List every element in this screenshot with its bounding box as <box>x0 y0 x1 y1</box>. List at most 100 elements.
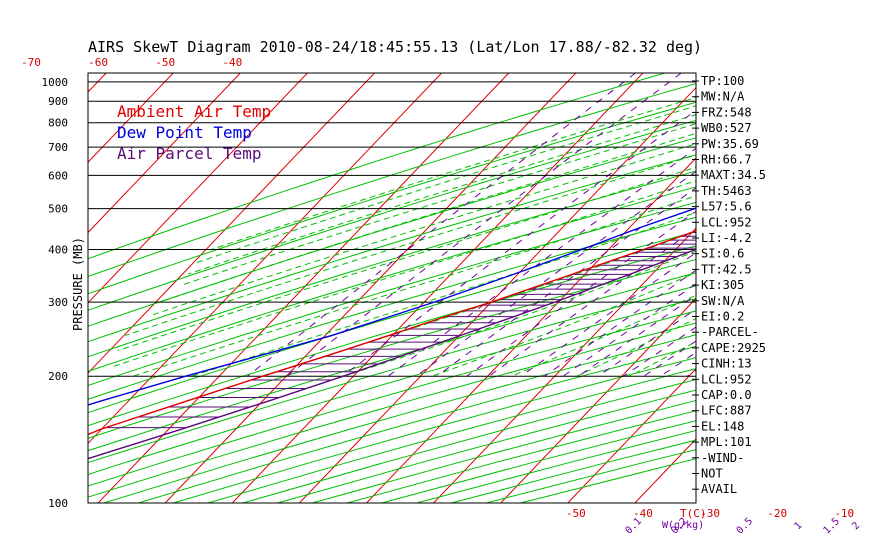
stability-index: LCL:952 <box>701 215 752 229</box>
moist-adiabat-line <box>343 250 696 377</box>
isotherm-line <box>500 297 696 503</box>
series-ambient-air-temp <box>88 230 696 436</box>
isotherm-line <box>366 157 696 503</box>
pressure-tick-label: 700 <box>48 141 68 154</box>
stability-index: TP:100 <box>701 74 744 88</box>
stability-index: EI:0.2 <box>701 310 744 324</box>
stability-index: CINH:13 <box>701 357 752 371</box>
top-temp-tick-label: -40 <box>222 56 242 69</box>
stability-index: TT:42.5 <box>701 262 752 276</box>
moist-adiabat-line <box>117 166 696 352</box>
dry-adiabat-line <box>346 410 696 503</box>
sounding-profiles <box>88 207 696 460</box>
mixing-ratio-line <box>416 170 696 377</box>
isotherm-line <box>88 73 241 234</box>
stability-index: PW:35.69 <box>701 137 759 151</box>
moist-adiabat-line <box>133 195 696 377</box>
stability-index: LI:-4.2 <box>701 231 752 245</box>
stability-index: LCL:952 <box>701 372 752 386</box>
stability-index: FRZ:548 <box>701 105 752 119</box>
pressure-tick-label: 600 <box>48 169 68 182</box>
dry-adiabat-line <box>88 310 696 487</box>
dry-adiabat-line <box>88 258 696 439</box>
moist-adiabat-line <box>159 132 696 303</box>
stability-index: CAP:0.0 <box>701 388 752 402</box>
isotherm-line <box>88 73 443 445</box>
stability-index: KI:305 <box>701 278 744 292</box>
isotherm-line <box>299 86 696 503</box>
isotherm-line <box>88 73 375 374</box>
isotherm-line <box>567 368 696 503</box>
dry-adiabat-line <box>88 201 696 387</box>
dry-adiabat-line <box>88 186 696 372</box>
dry-adiabat-line <box>88 82 696 278</box>
moist-adiabat-line <box>110 180 696 368</box>
dry-adiabat-line <box>88 216 696 400</box>
x-axis-label: T(C) <box>680 507 707 520</box>
y-axis-label: PRESSURE (MB) <box>71 237 85 331</box>
dry-adiabat-line <box>88 245 696 427</box>
legend-entry: Air Parcel Temp <box>117 144 262 163</box>
bottom-temp-tick-label: -20 <box>767 507 787 520</box>
stability-index: EL:148 <box>701 419 744 433</box>
isotherm-line <box>164 73 577 503</box>
legend-entry: Ambient Air Temp <box>117 102 271 121</box>
moist-adiabat-line <box>193 105 696 265</box>
mixing-ratio-tick-label: 1 <box>793 520 805 532</box>
moist-adiabat-line <box>182 123 696 286</box>
isotherm-line <box>88 73 308 304</box>
dry-adiabat-line <box>88 101 696 295</box>
bottom-temp-tick-label: -50 <box>566 507 586 520</box>
stability-index: AVAIL <box>701 482 737 496</box>
dry-adiabat-line <box>88 285 696 464</box>
dry-adiabat-line <box>88 119 696 311</box>
bottom-temp-tick-label: -40 <box>633 507 653 520</box>
legend-entry: Dew Point Temp <box>117 123 252 142</box>
mixing-ratio-label: W(g/kg) <box>662 520 704 531</box>
dry-adiabat-line <box>88 298 696 476</box>
mixing-ratio-line <box>488 227 696 377</box>
dry-adiabat-line <box>88 154 696 343</box>
mixing-ratio-tick-label: 2 <box>850 520 862 532</box>
chart-title: AIRS SkewT Diagram 2010-08-24/18:45:55.1… <box>88 38 702 56</box>
isobar-lines <box>88 81 696 377</box>
stability-index: MPL:101 <box>701 435 752 449</box>
legend: Ambient Air Temp Dew Point Temp Air Parcel… <box>117 102 271 163</box>
cape-hatch-area <box>105 231 696 429</box>
stability-index: SW:N/A <box>701 294 745 308</box>
moist-adiabat-line <box>211 96 696 250</box>
pressure-tick-label: 800 <box>48 117 68 130</box>
dry-adiabat-line <box>381 420 696 503</box>
stability-index: CAPE:2925 <box>701 341 766 355</box>
moist-adiabat-line <box>152 143 696 316</box>
stability-index: MW:N/A <box>701 90 745 104</box>
dry-adiabat-line <box>88 73 666 260</box>
dry-adiabat-line <box>88 272 696 452</box>
dry-adiabat-line <box>88 170 696 358</box>
pressure-tick-label: 400 <box>48 243 68 256</box>
dry-adiabat-line <box>88 322 696 498</box>
isotherm-line <box>769 73 870 503</box>
stability-index: SI:0.6 <box>701 247 744 261</box>
plot-frame <box>87 72 697 504</box>
stability-index: RH:66.7 <box>701 153 752 167</box>
stability-index: NOT <box>701 467 723 481</box>
pressure-tick-label: 900 <box>48 95 68 108</box>
dry-adiabat-line <box>207 368 696 503</box>
series-air-parcel-temp <box>88 248 696 460</box>
isotherm-line <box>88 73 174 163</box>
isotherm-line <box>97 73 510 503</box>
stability-index: MAXT:34.5 <box>701 168 766 182</box>
top-temp-tick-label: -70 <box>21 56 41 69</box>
pressure-tick-label: 300 <box>48 296 68 309</box>
isotherm-line <box>0 73 39 503</box>
stability-index: -PARCEL- <box>701 325 759 339</box>
dry-adiabat-line <box>88 137 696 327</box>
mixing-ratio-line <box>520 252 696 377</box>
mixing-ratio-line <box>660 351 696 377</box>
stability-index: -WIND- <box>701 451 744 465</box>
pressure-tick-label: 200 <box>48 370 68 383</box>
mixing-ratio-tick-label: 0.5 <box>735 516 756 537</box>
